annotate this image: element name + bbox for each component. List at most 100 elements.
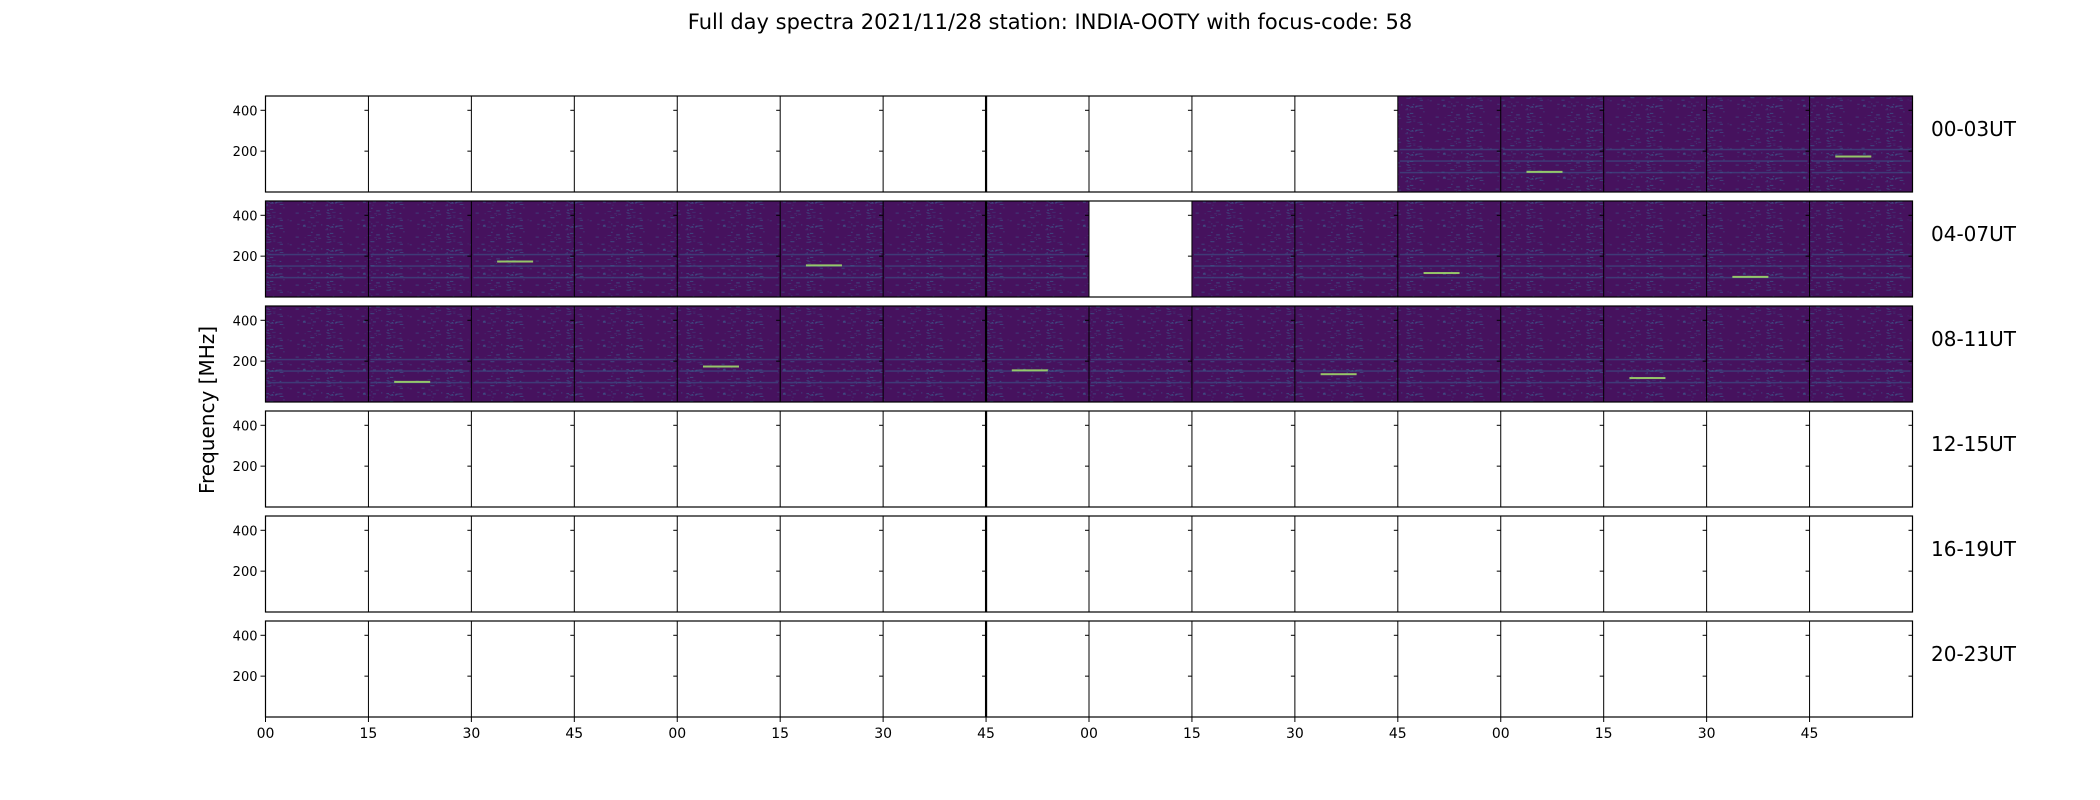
x-tick-label: 00 — [257, 726, 275, 742]
empty-panel — [265, 96, 369, 192]
empty-panel — [883, 621, 987, 717]
noise-band — [1399, 358, 1499, 361]
empty-panel — [1603, 516, 1707, 612]
spectrogram-panel — [574, 201, 678, 297]
empty-panel — [883, 96, 987, 192]
spectrogram-panel — [1809, 96, 1913, 192]
empty-panel — [780, 516, 884, 612]
noise-band — [1399, 381, 1499, 384]
noise-band — [1399, 265, 1499, 267]
noise-band — [370, 253, 470, 256]
spectrogram-panel — [471, 306, 575, 402]
noise-band — [1399, 171, 1499, 174]
noise-band — [1708, 160, 1808, 162]
noise-band — [1811, 148, 1911, 151]
noise-band — [1502, 276, 1602, 279]
x-tick-label: 30 — [1286, 726, 1304, 742]
x-tick-label: 30 — [1698, 726, 1716, 742]
row-frame — [264, 95, 1914, 193]
noise-band — [267, 265, 367, 267]
spectrogram-panel — [1603, 306, 1707, 402]
row-label: 20-23UT — [1931, 642, 2017, 666]
noise-band — [473, 265, 573, 267]
x-tick-label: 30 — [874, 726, 892, 742]
empty-panel — [471, 516, 575, 612]
noise-band — [473, 276, 573, 279]
noise-band — [1502, 265, 1602, 267]
empty-panel — [1500, 516, 1604, 612]
empty-panel — [1089, 621, 1192, 717]
empty-panel — [471, 621, 575, 717]
noise-band — [1811, 358, 1911, 361]
noise-band — [576, 358, 676, 361]
empty-panel — [986, 96, 1089, 192]
x-tick-label: 45 — [1801, 726, 1819, 742]
noise-band — [1708, 370, 1808, 372]
noise-band — [782, 381, 882, 384]
empty-panel — [677, 621, 781, 717]
noise-band — [267, 358, 367, 361]
noise-band — [1811, 381, 1911, 384]
empty-panel — [780, 621, 884, 717]
y-tick-label: 400 — [233, 524, 258, 539]
spectrogram-panel — [1500, 306, 1604, 402]
burst-streak — [1629, 377, 1666, 380]
noise-band — [1708, 381, 1808, 384]
noise-band — [1502, 253, 1602, 256]
spectrogram-panel — [1089, 306, 1192, 402]
empty-panel — [883, 411, 987, 507]
empty-panel — [574, 516, 678, 612]
burst-streak — [805, 264, 842, 267]
noise-band — [1502, 381, 1602, 384]
noise-band — [679, 370, 779, 372]
empty-panel — [368, 411, 472, 507]
spectrogram-panel — [1500, 201, 1604, 297]
chart-title: Full day spectra 2021/11/28 station: IND… — [687, 10, 1413, 34]
noise-band — [370, 265, 470, 267]
spectrogram-panel — [1500, 96, 1604, 192]
empty-panel — [368, 96, 472, 192]
noise-band — [1296, 265, 1396, 267]
noise-band — [1296, 370, 1396, 372]
noise-band — [1811, 171, 1911, 174]
spectrogram-panel — [1397, 96, 1501, 192]
row-label: 08-11UT — [1931, 327, 2017, 351]
spectrogram-panel — [265, 306, 369, 402]
noise-band — [1193, 370, 1293, 372]
noise-band — [1605, 160, 1705, 162]
noise-band — [473, 381, 573, 384]
noise-band — [1502, 148, 1602, 151]
noise-band — [885, 253, 985, 256]
noise-band — [782, 276, 882, 279]
row-frame — [264, 305, 1914, 403]
spectrogram-panel — [1191, 201, 1295, 297]
noise-band — [1605, 171, 1705, 174]
x-tick-label: 15 — [771, 726, 789, 742]
noise-band — [576, 265, 676, 267]
noise-band — [473, 253, 573, 256]
noise-band — [1193, 253, 1293, 256]
noise-band — [1296, 276, 1396, 279]
noise-band — [988, 253, 1087, 256]
empty-panel — [780, 96, 884, 192]
row-20-23UT: 200 400 20-23UT — [233, 620, 2017, 718]
spectrogram-panel — [471, 201, 575, 297]
noise-band — [1605, 265, 1705, 267]
noise-band — [679, 253, 779, 256]
row-16-19UT: 200 400 16-19UT — [233, 515, 2017, 613]
noise-band — [576, 276, 676, 279]
noise-band — [1399, 148, 1499, 151]
noise-band — [267, 381, 367, 384]
noise-band — [1605, 381, 1705, 384]
empty-panel — [986, 516, 1089, 612]
row-label: 16-19UT — [1931, 537, 2017, 561]
noise-band — [1091, 370, 1190, 372]
x-tick-label: 45 — [565, 726, 583, 742]
burst-streak — [1423, 272, 1460, 275]
spectrogram-panel — [574, 306, 678, 402]
noise-band — [679, 381, 779, 384]
x-tick-label: 00 — [1492, 726, 1510, 742]
noise-band — [1399, 253, 1499, 256]
noise-band — [679, 358, 779, 361]
empty-panel — [1500, 411, 1604, 507]
